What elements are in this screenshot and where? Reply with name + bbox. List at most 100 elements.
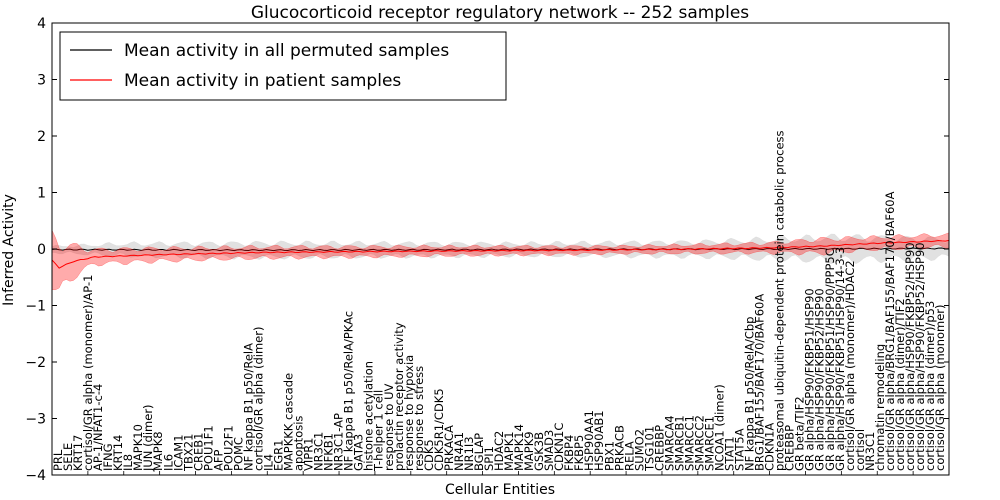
- x-tick-label: TSG101: [642, 426, 656, 472]
- x-tick-label: NF kappa B1 p50/RelA/PKAc: [342, 311, 356, 471]
- x-tick-label: TBX21: [181, 434, 195, 472]
- x-tick-label: cortisol: [853, 429, 867, 471]
- x-axis-label: Cellular Entities: [445, 482, 555, 498]
- x-tick-label: NR1I3: [462, 436, 476, 471]
- x-tick-label: AFP: [211, 450, 225, 471]
- x-tick-label: response to stress: [412, 366, 426, 471]
- x-tick-label: prolactin receptor activity: [392, 322, 406, 471]
- legend-box: [59, 31, 507, 101]
- x-tick-label: JUN (dimer): [141, 404, 155, 472]
- x-tick-label: IL8: [121, 454, 135, 471]
- x-tick-label: POU2F1: [221, 425, 235, 471]
- plot-area: [51, 230, 950, 291]
- x-tick-label: IFNG: [101, 443, 115, 471]
- x-tick-label: NCOA1 (dimer): [713, 384, 727, 471]
- y-tick-label: −1: [25, 299, 46, 315]
- x-tick-label: STAT1: [723, 436, 737, 471]
- x-tick-label: FKBP5: [572, 435, 586, 471]
- x-tick-label: BRG1/BAF155/BAF170/BAF60A: [753, 294, 767, 471]
- x-tick-label: GR alpha/HSP90/FKBP52/HSP90: [813, 288, 827, 471]
- series-1-band: [51, 230, 950, 291]
- y-tick-label: 3: [37, 73, 46, 89]
- x-tick-label: cortisol/GR alpha (monomer): [933, 304, 947, 471]
- y-tick-label: −4: [25, 468, 46, 484]
- x-tick-label: FKBP4: [562, 435, 576, 471]
- y-tick-label: −3: [25, 412, 46, 428]
- y-tick-label: −2: [25, 355, 46, 371]
- x-tick-label: MAPK10: [131, 424, 145, 471]
- x-tick-label: SMARCC2: [693, 415, 707, 471]
- x-tick-label: proteasomal ubiquitin-dependent protein …: [773, 130, 787, 471]
- x-tick-label: response to UV: [382, 383, 396, 471]
- x-tick-label: POU1F1: [201, 425, 215, 471]
- x-tick-label: IL4: [262, 454, 276, 471]
- x-tick-label: SMARCA4: [662, 415, 676, 471]
- x-tick-label: PRKACB: [612, 425, 626, 471]
- x-tick-label: chromatin remodeling: [873, 344, 887, 471]
- x-tick-label: MAPK14: [512, 424, 526, 471]
- x-tick-label: HSP90AB1: [592, 410, 606, 471]
- x-tick-label: CDK5R1/CDK5: [432, 388, 446, 471]
- y-tick-label: 4: [37, 16, 46, 32]
- x-tick-label: response to hypoxia: [402, 355, 416, 471]
- x-tick-label: SUMO2: [632, 429, 646, 471]
- x-tick-label: MAPK9: [522, 431, 536, 471]
- x-tick-label: GR beta/TIF2: [793, 396, 807, 471]
- x-tick-label: VIPR1: [302, 437, 316, 471]
- x-tick-label: NR3C1: [312, 432, 326, 471]
- x-tick-label: GR alpha/HSP90/FKBP51/HSP90: [803, 288, 817, 471]
- x-tick-label: cortisol/GR alpha (monomer)/AP-1: [81, 275, 95, 471]
- x-tick-label: GATA3: [352, 434, 366, 471]
- x-tick-label: STAT5A: [733, 428, 747, 471]
- x-tick-label: NR3C1: [863, 432, 877, 471]
- y-tick-label: 1: [37, 186, 46, 202]
- x-tick-label: HDAC2: [492, 431, 506, 471]
- x-tick-label: PBX1: [602, 441, 616, 471]
- x-tick-label: AP-1/NFAT1-c-4: [91, 384, 105, 471]
- x-tick-label: NR3C1-AP: [332, 413, 346, 471]
- y-axis-label: Inferred Activity: [1, 194, 17, 306]
- x-tick-label: NF kappa B1 p50/RelA: [241, 343, 255, 471]
- x-tick-label: NR4A1: [452, 432, 466, 471]
- x-tick-label: SMARCE1: [703, 416, 717, 471]
- x-tick-label: cortisol/GR alpha (dimer)/p53: [923, 301, 937, 471]
- x-tick-label: cortisol/GR alpha (monomer)/HDAC2: [843, 260, 857, 471]
- x-tick-label: NF kappa B1 p50/RelA/Cbp: [743, 317, 757, 471]
- x-tick-label: histone acetylation: [362, 361, 376, 471]
- x-tick-label: CREBBP: [783, 425, 797, 471]
- chart-title: Glucocorticoid receptor regulatory netwo…: [251, 3, 749, 23]
- x-tick-label: NFKB1: [322, 433, 336, 471]
- x-tick-label: MAPK1: [502, 431, 516, 471]
- x-tick-label: SMAD3: [542, 430, 556, 471]
- x-tick-label: cortisol/GR alpha (dimer)/TIF2: [893, 298, 907, 471]
- x-tick-label: GSK3B: [532, 432, 546, 471]
- x-tick-label: GR alpha/HSP90/FKBP51/HSP90/14-3-3: [833, 247, 847, 471]
- x-tick-label: PRKACA: [442, 425, 456, 471]
- legend-label-permuted: Mean activity in all permuted samples: [124, 41, 449, 61]
- x-tick-label: BGLAP: [472, 433, 486, 471]
- series-0-line: [51, 247, 950, 252]
- y-tick-label: 0: [37, 242, 46, 258]
- x-tick-label: CDKN1C: [552, 423, 566, 471]
- x-tick-label: MAPK8: [151, 431, 165, 471]
- x-tick-label: POMC: [231, 437, 245, 471]
- x-tick-label: cortisol/GR alpha/BRG1/BAF155/BAF170/BAF…: [883, 191, 897, 471]
- x-tick-label: SMARCC1: [682, 415, 696, 471]
- plot-frame: [51, 22, 950, 476]
- x-tick-label: KRT17: [71, 435, 85, 471]
- legend: Mean activity in all permuted samples Me…: [59, 31, 507, 101]
- y-tick-label: 2: [37, 129, 46, 145]
- x-tick-label: SMARCB1: [672, 415, 686, 471]
- x-tick-label: cortisol/GR alpha (dimer): [252, 327, 266, 471]
- x-tick-label: GR alpha/HSP90/FKBP51/HSP90/PPP5C: [823, 248, 837, 471]
- x-tick-label: T-helper 1 cell: [372, 390, 386, 472]
- x-tick-label: KRT14: [111, 435, 125, 471]
- x-tick-label: PRL: [51, 449, 65, 471]
- x-tick-label: cortisol/GR alpha/HSP90/FKBP52/HSP90: [903, 242, 917, 471]
- x-tick-label: MAPKKK cascade: [282, 373, 296, 471]
- x-tick-label: CDKN1A: [763, 423, 777, 471]
- legend-label-patient: Mean activity in patient samples: [124, 71, 401, 91]
- x-tick-label: CDK5: [422, 439, 436, 471]
- x-tick-label: CREBBP: [652, 425, 666, 471]
